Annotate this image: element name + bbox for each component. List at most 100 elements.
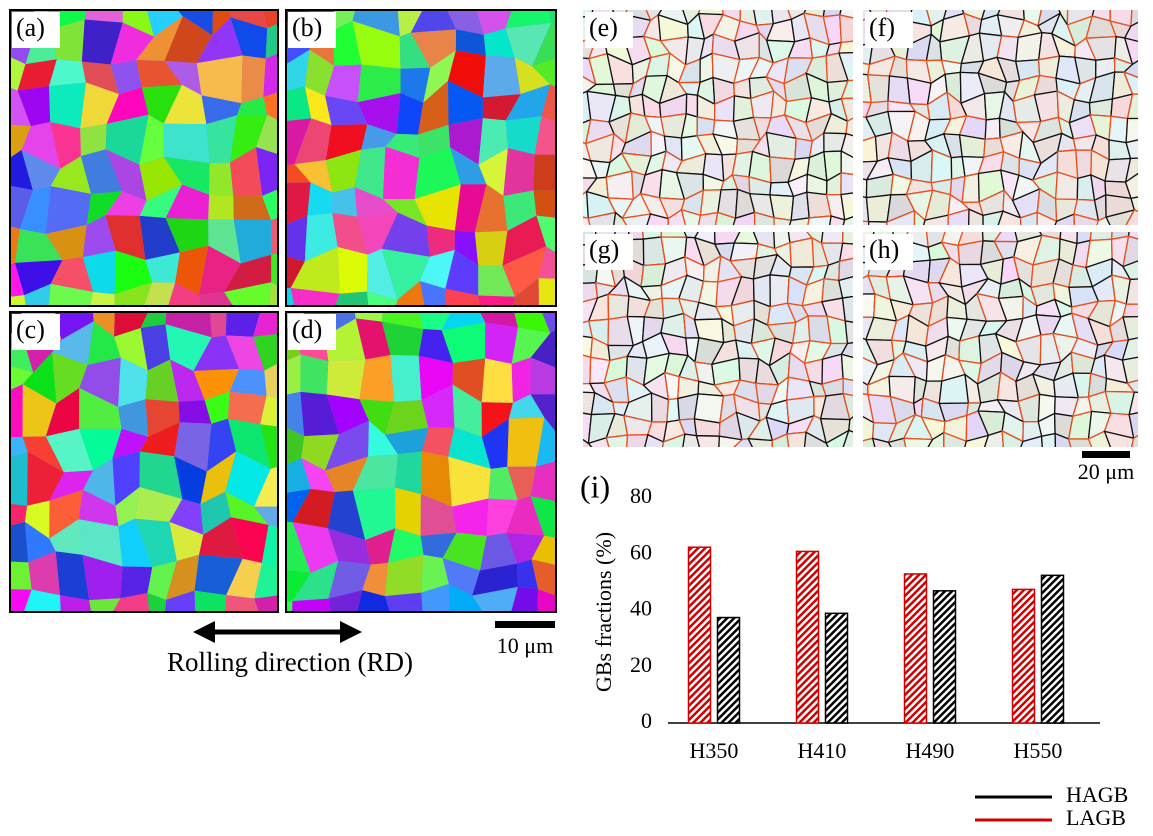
grain-boundary [828, 216, 844, 233]
bar [826, 613, 848, 723]
bar [1013, 589, 1035, 723]
grain-boundary [1131, 0, 1152, 26]
grain-boundary [1122, 355, 1149, 383]
bar [905, 574, 927, 723]
grain-boundary [1016, 33, 1042, 62]
grain-boundary [855, 62, 870, 75]
x-tick-label: H550 [1014, 738, 1063, 763]
y-axis-label: GBs fractions (%) [591, 532, 616, 692]
grain-boundary [787, 432, 806, 461]
grain-boundary [686, 94, 697, 117]
rd-arrow-head [193, 621, 215, 643]
grain-boundary [1123, 304, 1151, 317]
grain-boundary [1126, 278, 1150, 304]
grain-boundary [841, 173, 864, 195]
panel-label: (e) [589, 13, 618, 42]
grain-boundary [770, 195, 794, 220]
scale-bar [495, 621, 555, 628]
grain-boundary [770, 275, 789, 307]
panel-label: (g) [589, 235, 619, 264]
bar [718, 618, 740, 723]
grain-boundary [868, 75, 890, 103]
grain [395, 451, 422, 494]
grain-boundary [606, 435, 627, 454]
grain-boundary [839, 40, 863, 53]
y-tick-label: 0 [641, 708, 652, 733]
grain-boundary [696, 436, 719, 456]
grain [327, 359, 366, 399]
grain [483, 56, 521, 98]
grain-boundary [748, 439, 772, 462]
grain-boundary [827, 316, 847, 343]
grain-boundary [959, 336, 981, 364]
grain-boundary [840, 15, 867, 42]
y-tick-label: 20 [630, 652, 652, 677]
grain-boundary [791, 192, 809, 220]
x-tick-label: H410 [798, 738, 847, 763]
panel-label: (h) [869, 235, 899, 264]
grain-boundary [1089, 99, 1112, 116]
grain-boundary [888, 76, 910, 104]
bar [934, 591, 956, 723]
grain [85, 0, 123, 23]
grain-boundary [694, 394, 723, 423]
figure: (a)(b)(c)(d)(e)(f)(g)(h) Rolling directi… [0, 0, 1153, 836]
grain [0, 589, 32, 640]
grain [49, 82, 86, 128]
grain-boundary [608, 294, 629, 319]
grain-boundary [985, 118, 1000, 139]
panel-label: (f) [869, 13, 895, 42]
grain [482, 358, 513, 403]
grain [241, 56, 265, 104]
grain [475, 231, 508, 266]
scale-label: 10 μm [497, 633, 553, 658]
grain [0, 452, 28, 506]
rd-label: Rolling direction (RD) [167, 647, 413, 677]
grain-boundary [1076, 150, 1092, 178]
grain [164, 124, 210, 163]
bar [797, 551, 819, 723]
grain-boundary [572, 352, 590, 384]
grain [0, 561, 32, 590]
grain [338, 247, 368, 294]
grain-boundary [697, 117, 715, 136]
grain [395, 488, 421, 536]
bar [1042, 575, 1064, 723]
grain-boundary [851, 177, 867, 198]
micrograph [0, 0, 301, 333]
grain-boundary [699, 1, 723, 14]
micrograph [261, 0, 577, 333]
grain-boundary [1126, 118, 1153, 142]
x-tick-label: H350 [690, 738, 739, 763]
y-tick-label: 40 [630, 596, 652, 621]
grain-boundary [907, 78, 931, 105]
scale-bar [1082, 451, 1130, 458]
grain [534, 155, 572, 191]
grain [208, 195, 234, 220]
grain [0, 522, 28, 563]
legend-label: LAGB [1066, 805, 1126, 830]
panel-label: (c) [16, 315, 45, 344]
grain [228, 392, 267, 425]
grain-boundary [841, 354, 859, 381]
grain-boundary [958, 241, 983, 265]
bar [689, 547, 711, 723]
legend-label: HAGB [1066, 782, 1128, 807]
grain-boundary [962, 173, 979, 202]
panel-label: (i) [580, 468, 610, 504]
grain-boundary [1123, 316, 1151, 340]
panel-label: (a) [16, 13, 45, 42]
scale-label: 20 μm [1078, 459, 1134, 484]
grain-boundary [570, 411, 591, 443]
grain-boundary [845, 321, 865, 344]
y-tick-label: 80 [630, 483, 652, 508]
grain-boundary [852, 294, 875, 317]
grain-boundary [1109, 116, 1128, 142]
grain-boundary [1128, 94, 1153, 118]
grain [385, 593, 423, 626]
grain [209, 163, 233, 196]
grain [300, 354, 328, 394]
y-tick-label: 60 [630, 539, 652, 564]
grain [472, 587, 518, 640]
grain-boundary [1042, 434, 1056, 463]
